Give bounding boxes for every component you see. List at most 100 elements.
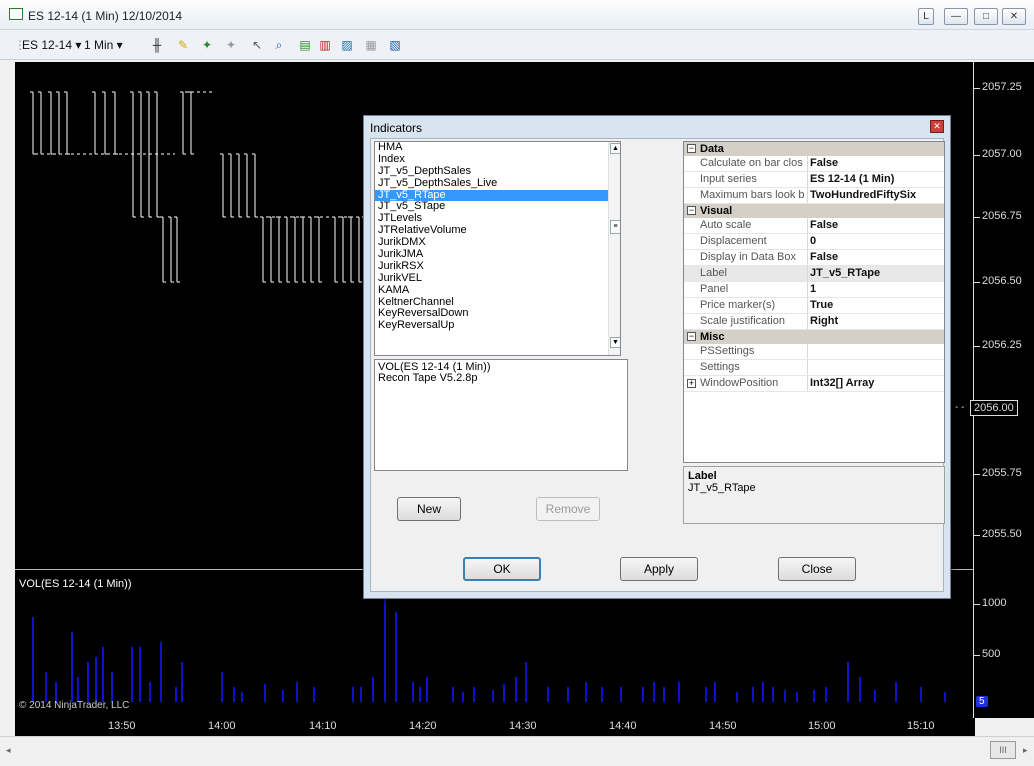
remove-button[interactable]: Remove [536, 497, 600, 521]
list-item[interactable]: Recon Tape V5.2.8p [378, 372, 478, 384]
indicator-list-item[interactable]: JTRelativeVolume [378, 224, 467, 237]
indicator-list-item[interactable]: JurikDMX [378, 236, 426, 249]
property-row[interactable]: Input series ES 12-14 (1 Min) [684, 172, 944, 188]
scroll-down-icon[interactable]: ▼ [610, 337, 620, 348]
maximize-button[interactable]: □ [974, 8, 998, 25]
volume-bar [796, 692, 798, 702]
property-value[interactable] [807, 344, 810, 359]
property-name: PSSettings [700, 345, 755, 357]
remove-marker-icon[interactable]: ✦ [225, 38, 237, 52]
list-scroll-thumb[interactable]: ≡ [610, 220, 620, 234]
indicator-list-item[interactable]: JurikRSX [378, 259, 424, 272]
property-value[interactable]: Int32[] Array [807, 376, 874, 391]
property-value[interactable]: Right [807, 314, 838, 329]
property-row[interactable]: Settings [684, 360, 944, 376]
close-window-button[interactable]: ✕ [1002, 8, 1026, 25]
property-row[interactable]: Maximum bars look b TwoHundredFiftySix [684, 188, 944, 204]
dialog-close-icon[interactable]: ✕ [930, 120, 944, 133]
properties-icon[interactable]: ▧ [389, 38, 401, 52]
category-misc[interactable]: − Misc [684, 330, 944, 344]
price-tick [974, 535, 980, 536]
property-row[interactable]: Calculate on bar clos False [684, 156, 944, 172]
indicator-list-item[interactable]: JT_v5_DepthSales_Live [378, 176, 498, 189]
scroll-right-icon[interactable]: ▸ [1023, 745, 1028, 755]
property-row[interactable]: Scale justification Right [684, 314, 944, 330]
volume-tick [974, 655, 980, 656]
zoom-icon[interactable]: ⌕ [275, 38, 283, 52]
cursor-icon[interactable]: ↖ [251, 38, 263, 52]
new-button[interactable]: New [397, 497, 461, 521]
property-value[interactable]: JT_v5_RTape [807, 266, 880, 281]
indicator-list-item[interactable]: JT_v5_STape [378, 200, 446, 213]
indicator-list-item[interactable]: KeyReversalDown [378, 307, 469, 320]
category-data[interactable]: − Data [684, 142, 944, 156]
indicator-list-item[interactable]: KAMA [378, 283, 410, 296]
property-row[interactable]: Label JT_v5_RTape [684, 266, 944, 282]
property-row[interactable]: Displacement 0 [684, 234, 944, 250]
volume-bar [412, 682, 414, 702]
property-value[interactable]: TwoHundredFiftySix [807, 188, 916, 203]
horizontal-scrollbar[interactable]: ◂ III ▸ [0, 736, 1034, 766]
chart-style-icon[interactable]: ▨ [341, 38, 353, 52]
scroll-left-icon[interactable]: ◂ [6, 745, 11, 755]
volume-panel-title: VOL(ES 12-14 (1 Min)) [19, 578, 132, 590]
instrument-selector[interactable]: ES 12-14 ▾ [22, 38, 82, 52]
volume-bar [653, 682, 655, 702]
volume-bar [95, 657, 97, 702]
scroll-thumb[interactable]: III [990, 741, 1016, 759]
time-axis[interactable]: 13:50 14:00 14:10 14:20 14:30 14:40 14:5… [15, 718, 975, 736]
scroll-up-icon[interactable]: ▲ [610, 143, 620, 154]
property-grid[interactable]: − Data Calculate on bar clos False Input se… [683, 141, 945, 463]
indicator-list-item[interactable]: JurikVEL [378, 271, 423, 284]
property-value[interactable]: True [807, 298, 833, 313]
collapse-icon[interactable]: − [687, 143, 696, 153]
link-button[interactable]: L [918, 8, 934, 25]
list-item[interactable]: VOL(ES 12-14 (1 Min)) [378, 361, 491, 373]
applied-indicators-list[interactable]: VOL(ES 12-14 (1 Min)) Recon Tape V5.2.8p [374, 359, 628, 471]
expand-icon[interactable]: + [687, 378, 696, 388]
indicators-icon[interactable]: ▥ [319, 38, 331, 52]
property-value[interactable]: False [807, 218, 838, 233]
volume-bar [32, 617, 34, 702]
price-tick [974, 88, 980, 89]
indicator-list-item[interactable]: JT_v5_RTape [375, 189, 620, 202]
indicator-list-item[interactable]: JTLevels [378, 212, 423, 225]
property-value[interactable] [807, 360, 810, 375]
indicator-list-item[interactable]: JT_v5_DepthSales [378, 164, 471, 177]
volume-bar [515, 677, 517, 702]
property-value[interactable]: False [807, 250, 838, 265]
property-row[interactable]: PSSettings [684, 344, 944, 360]
property-row[interactable]: Price marker(s) True [684, 298, 944, 314]
indicator-list-item[interactable]: JurikJMA [378, 248, 424, 261]
available-indicators-list[interactable]: HMA Index JT_v5_DepthSales JT_v5_DepthSales… [374, 141, 621, 356]
collapse-icon[interactable]: − [687, 331, 696, 341]
category-visual[interactable]: − Visual [684, 204, 944, 218]
strategies-icon[interactable]: ▤ [299, 38, 311, 52]
property-value[interactable]: 0 [807, 234, 816, 249]
bar-type-icon[interactable]: ╫ [152, 38, 162, 52]
property-name: Displacement [700, 235, 767, 247]
apply-button[interactable]: Apply [620, 557, 698, 581]
property-row[interactable]: + WindowPosition Int32[] Array [684, 376, 944, 392]
property-row[interactable]: Panel 1 [684, 282, 944, 298]
drawing-pen-icon[interactable]: ✎ [177, 38, 189, 52]
indicator-list-item[interactable]: KeltnerChannel [378, 295, 454, 308]
data-box-icon[interactable]: ▦ [365, 38, 377, 52]
indicator-list-item[interactable]: Index [378, 152, 405, 165]
indicator-list-item[interactable]: KeyReversalUp [378, 319, 455, 332]
property-value[interactable]: ES 12-14 (1 Min) [807, 172, 894, 187]
indicator-list-item[interactable]: HMA [378, 141, 403, 153]
property-row[interactable]: Display in Data Box False [684, 250, 944, 266]
close-button[interactable]: Close [778, 557, 856, 581]
minimize-button[interactable]: — [944, 8, 968, 25]
list-scrollbar[interactable]: ▲ ≡ ▼ [608, 142, 620, 355]
property-value[interactable]: 1 [807, 282, 816, 297]
price-axis[interactable]: 2057.25 2057.00 2056.75 2056.50 2056.25 … [973, 62, 1034, 718]
property-row[interactable]: Auto scale False [684, 218, 944, 234]
add-marker-icon[interactable]: ✦ [201, 38, 213, 52]
ok-button[interactable]: OK [463, 557, 541, 581]
volume-bar [111, 672, 113, 702]
interval-selector[interactable]: 1 Min ▾ [84, 38, 123, 52]
property-value[interactable]: False [807, 156, 838, 171]
collapse-icon[interactable]: − [687, 205, 696, 215]
